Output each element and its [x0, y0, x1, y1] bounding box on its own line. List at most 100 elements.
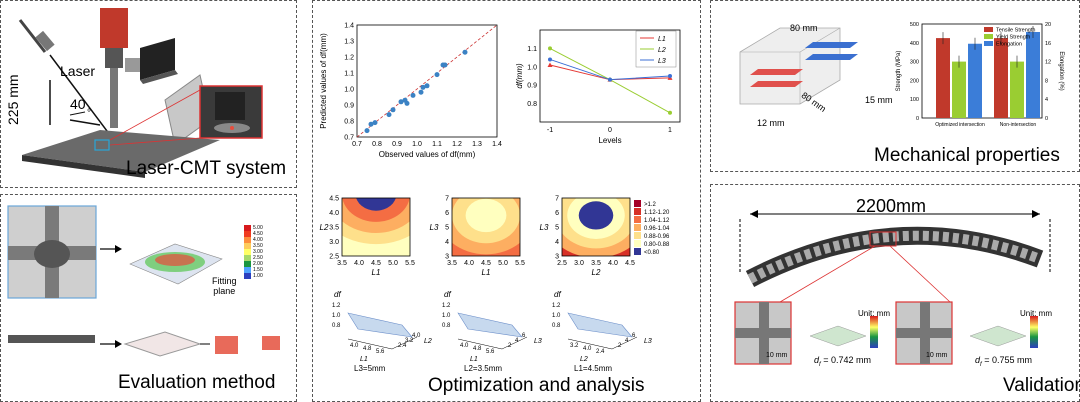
evaluation-colorbar: 5.00 4.50 4.00 3.50 3.00 2.50 2.00 1.50 1.00 — [244, 225, 272, 279]
y-tick-label: 0.9 — [527, 83, 537, 90]
colorbar-swatch — [244, 261, 251, 267]
legend-label: 0.96-1.04 — [644, 226, 670, 232]
legend-label: 0.80-0.88 — [644, 242, 670, 248]
surface-tick-2: 4.0 — [412, 333, 421, 339]
surface-axis — [611, 336, 638, 350]
legend-label: Elongation — [996, 42, 1022, 48]
surface-caption: L2=3.5mm — [464, 364, 502, 373]
x-tick-label: 4.0 — [354, 260, 364, 267]
x-tick-label: 1.0 — [412, 141, 422, 148]
colorbar-step: 4.50 — [244, 231, 272, 237]
y-tick-label: 1.0 — [344, 87, 354, 94]
y-tick-label: 1.4 — [344, 23, 354, 30]
surface-mesh — [457, 312, 523, 338]
y-tick-label: 6 — [555, 210, 559, 217]
y-tick-label: 0.8 — [344, 119, 354, 126]
legend-swatch — [634, 208, 641, 215]
x-tick-label: 3.5 — [447, 260, 457, 267]
colorbar-swatch — [244, 231, 251, 237]
surface-z-tick: 1.2 — [552, 303, 561, 309]
y-tick-label: 5 — [555, 225, 559, 232]
surface-z-tick: 1.0 — [332, 313, 341, 319]
y-tick-label: 200 — [910, 78, 919, 84]
y-tick-label: 0.9 — [344, 103, 354, 110]
x-tick-label: 4.0 — [464, 260, 474, 267]
series-marker — [547, 62, 553, 67]
dim-15: 15 mm — [865, 95, 893, 105]
bar — [936, 38, 950, 118]
surface-z-label: df — [554, 290, 561, 299]
legend-label: L1 — [658, 36, 666, 43]
scatter-chart: 0.7 0.8 0.9 1.0 1.1 1.2 1.3 1.4 0.7 0.8 0.9 1.0 1.1 1… — [319, 23, 502, 160]
surface-z-tick: 1.2 — [442, 303, 451, 309]
data-point — [418, 89, 424, 95]
surface-tick-1: 4.0 — [583, 346, 592, 352]
y-tick-label: 0.8 — [527, 101, 537, 108]
surface-z-tick: 0.8 — [332, 323, 341, 329]
y-tick-label: 2.5 — [329, 254, 339, 261]
surface-tick-2: 2.4 — [398, 343, 407, 349]
plot-frame — [356, 24, 498, 138]
x-tick-label: 0.9 — [392, 141, 402, 148]
colorbar-label: 4.00 — [253, 237, 263, 243]
laser-cmt-illustration — [18, 8, 263, 178]
laser-label: Laser — [60, 63, 96, 79]
colorbar-step: 3.00 — [244, 249, 272, 255]
surface-z-tick: 0.8 — [442, 323, 451, 329]
legend-swatch — [634, 224, 641, 231]
x-tick-label: 1.1 — [432, 141, 442, 148]
x-tick-label: 5.0 — [498, 260, 508, 267]
angle-unit-label: ° — [87, 108, 91, 119]
surface-tick-1: 3.2 — [570, 343, 579, 349]
legend-swatch — [984, 41, 993, 46]
x-tick-label: 3.5 — [591, 260, 601, 267]
surface-tick-2: 2 — [508, 343, 512, 349]
surface-tick-2: 4 — [625, 338, 629, 344]
y2-tick-label: 20 — [1045, 22, 1051, 28]
surface-z-tick: 1.2 — [332, 303, 341, 309]
validation-illustration — [734, 210, 1051, 365]
y2-tick-label: 8 — [1045, 78, 1048, 84]
diagonal-line — [356, 24, 498, 138]
validation-scale-2: 10 mm — [926, 352, 948, 359]
legend-frame — [635, 30, 677, 68]
x-tick-label: 4.5 — [625, 260, 635, 267]
y-axis-label: Strength (MPa) — [896, 51, 902, 92]
validation-df-1: df = 0.742 mm — [814, 355, 871, 368]
series-marker — [668, 74, 672, 78]
colorbar-step: 5.00 — [244, 225, 272, 231]
data-point — [372, 120, 378, 126]
surface-axis-1-label: L2 — [580, 356, 588, 363]
legend-swatch — [984, 34, 993, 39]
colorbar-step: 4.00 — [244, 237, 272, 243]
x-axis-label: L1 — [482, 268, 491, 277]
x-tick-label: -1 — [547, 127, 553, 134]
series-marker — [608, 77, 612, 82]
y2-axis-label: Elongation (%) — [1058, 51, 1064, 90]
data-point — [398, 99, 404, 105]
surface-caption: L1=4.5mm — [574, 364, 612, 373]
y-tick-label: 100 — [910, 97, 919, 103]
surface-axis-2-label: L3 — [644, 338, 652, 345]
surface-charts: df1.21.00.84.0 4.8 5.62.43.24.0L1L2L3=5mmd… — [332, 290, 652, 373]
df-symbol-1: d — [814, 355, 820, 365]
y-tick-label: 1.3 — [344, 39, 354, 46]
fitting-plane-label: Fitting plane — [212, 276, 237, 296]
colorbar-step: 2.00 — [244, 261, 272, 267]
surface-z-label: df — [444, 290, 451, 299]
x-tick-label: 4.5 — [371, 260, 381, 267]
colorbar-label: 3.00 — [253, 249, 263, 255]
angle-label: 40 — [70, 96, 86, 112]
y-tick-label: 300 — [910, 60, 919, 66]
y-tick-label: 4 — [445, 239, 449, 246]
y-axis-label: Predicted values of df(mm) — [319, 33, 328, 129]
y-tick-label: 1.2 — [344, 55, 354, 62]
y-tick-label: 4.5 — [329, 196, 339, 203]
y-axis-label: df(mm) — [515, 63, 524, 89]
validation-df-2: df = 0.755 mm — [975, 355, 1032, 368]
data-point — [424, 83, 430, 89]
colorbar-swatch — [244, 225, 251, 231]
colorbar-label: 4.50 — [253, 231, 263, 237]
colorbar-swatch — [244, 255, 251, 261]
df-value-2: = 0.755 mm — [984, 355, 1032, 365]
